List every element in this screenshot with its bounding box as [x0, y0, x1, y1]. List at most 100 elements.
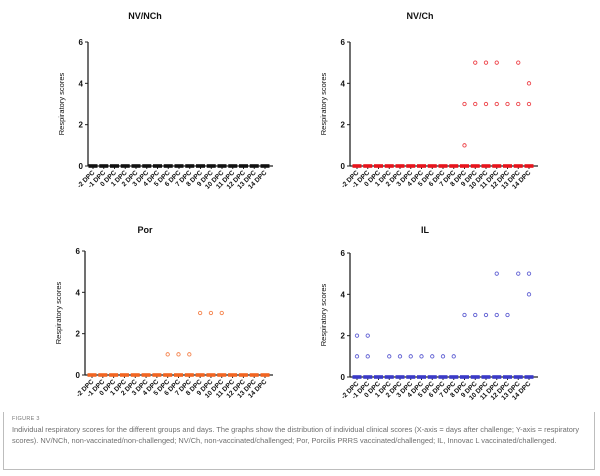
data-point-cluster	[110, 164, 119, 168]
data-point	[440, 354, 446, 359]
y-tick-label: 0	[341, 373, 346, 382]
y-tick-label: 0	[76, 371, 81, 380]
data-point	[354, 354, 360, 359]
data-point-cluster	[99, 164, 109, 168]
y-tick-label: 2	[79, 121, 84, 130]
data-point	[208, 310, 214, 316]
data-point	[197, 310, 203, 316]
data-point-cluster	[449, 164, 459, 168]
data-point	[526, 271, 532, 276]
data-point	[526, 101, 532, 107]
data-point-cluster	[438, 164, 448, 168]
data-point-cluster	[438, 375, 448, 379]
figure-caption-text: Individual respiratory scores for the di…	[12, 425, 580, 445]
data-point-cluster	[406, 164, 416, 168]
data-point-cluster	[174, 164, 184, 168]
data-point	[494, 312, 499, 318]
data-point-cluster	[98, 373, 108, 377]
y-axis-label: Respiratory scores	[319, 283, 328, 346]
data-point-cluster	[374, 164, 383, 168]
data-point-cluster	[88, 164, 98, 168]
y-axis-label: Respiratory scores	[54, 281, 63, 344]
data-point-cluster	[142, 164, 152, 168]
data-point	[451, 354, 456, 359]
data-point	[165, 352, 170, 357]
chart-title: IL	[421, 225, 430, 235]
y-tick-label: 6	[76, 247, 81, 256]
data-point-cluster	[87, 373, 97, 377]
data-point-cluster	[513, 164, 523, 168]
data-point	[483, 101, 489, 107]
y-tick-label: 4	[341, 79, 346, 88]
data-point-cluster	[460, 164, 469, 168]
data-point	[526, 292, 532, 297]
data-point	[483, 312, 489, 318]
data-point-cluster	[217, 164, 227, 168]
data-point-cluster	[206, 164, 216, 168]
data-point	[219, 310, 224, 316]
data-point	[408, 354, 413, 359]
data-point	[365, 333, 370, 338]
data-point	[505, 312, 510, 318]
y-tick-label: 6	[341, 249, 346, 258]
data-point	[526, 81, 532, 86]
data-point	[397, 354, 403, 359]
data-point-cluster	[163, 164, 173, 168]
data-point-cluster	[503, 164, 512, 168]
data-point-cluster	[481, 375, 491, 379]
y-tick-label: 2	[341, 332, 346, 341]
data-point-cluster	[427, 164, 437, 168]
data-point	[354, 333, 360, 338]
y-tick-label: 6	[341, 38, 346, 47]
chart-title: Por	[137, 225, 153, 235]
data-point	[462, 101, 467, 107]
data-point-cluster	[384, 164, 394, 168]
chart-title: NV/NCh	[128, 11, 162, 21]
data-point	[494, 101, 499, 107]
y-tick-label: 4	[79, 79, 84, 88]
data-point	[462, 312, 467, 318]
data-point-cluster	[196, 164, 205, 168]
data-point-cluster	[384, 375, 394, 379]
data-point-cluster	[374, 375, 383, 379]
data-point-cluster	[524, 375, 534, 379]
data-point-cluster	[260, 164, 270, 168]
data-point-cluster	[481, 164, 491, 168]
data-point-cluster	[470, 164, 480, 168]
data-point-cluster	[492, 375, 502, 379]
y-tick-label: 0	[79, 162, 84, 171]
data-point-cluster	[163, 373, 173, 377]
data-point-cluster	[524, 164, 534, 168]
data-point-cluster	[217, 373, 227, 377]
figure-label: FIGURE 3	[12, 416, 40, 422]
figure-caption: FIGURE 3 Individual respiratory scores f…	[3, 412, 595, 470]
data-point-cluster	[131, 164, 141, 168]
data-point	[176, 352, 181, 357]
data-point-cluster	[352, 375, 362, 379]
data-point-cluster	[449, 375, 459, 379]
data-point-cluster	[513, 375, 523, 379]
data-point-cluster	[352, 164, 362, 168]
data-point	[516, 60, 521, 65]
data-point-cluster	[260, 373, 270, 377]
data-point-cluster	[363, 375, 373, 379]
chart-title: NV/Ch	[407, 11, 434, 21]
data-point	[473, 60, 478, 65]
data-point	[419, 354, 424, 359]
data-point-cluster	[153, 164, 162, 168]
data-point-cluster	[109, 373, 119, 377]
data-point-cluster	[417, 375, 426, 379]
data-point-cluster	[492, 164, 502, 168]
data-point-cluster	[195, 373, 205, 377]
y-tick-label: 4	[76, 288, 81, 297]
data-point-cluster	[395, 164, 405, 168]
data-point-cluster	[239, 164, 248, 168]
data-point-cluster	[249, 164, 259, 168]
data-point	[387, 354, 392, 359]
data-point	[494, 60, 499, 65]
data-point-cluster	[152, 373, 162, 377]
data-point	[187, 352, 192, 357]
y-tick-label: 6	[79, 38, 84, 47]
